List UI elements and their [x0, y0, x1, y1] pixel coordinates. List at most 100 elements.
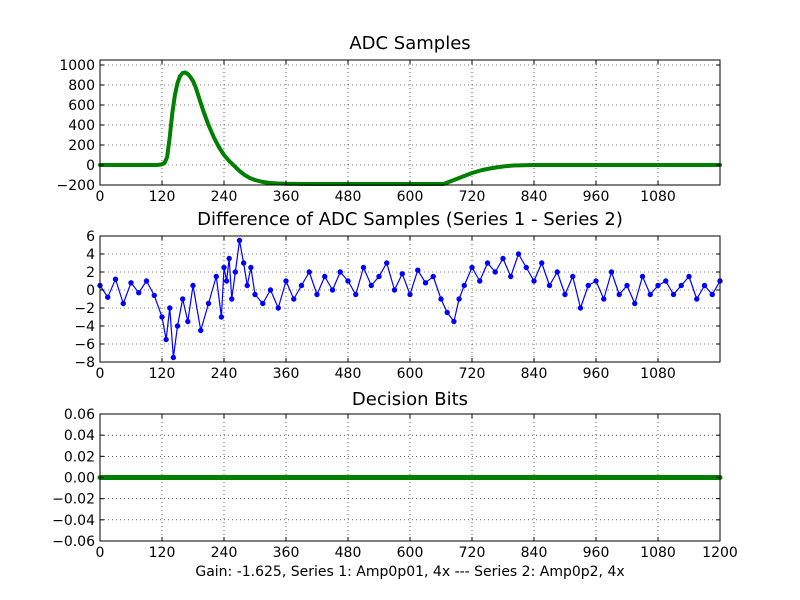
difference-data-point [451, 318, 457, 325]
difference-x-tick-label: 480 [335, 366, 362, 382]
difference-data-point [624, 282, 630, 289]
difference-data-point [384, 260, 390, 266]
difference-series-line [99, 239, 721, 359]
difference-data-point [174, 323, 181, 329]
decision-bits-x-tick-label: 1080 [640, 545, 676, 561]
difference-title: Difference of ADC Samples (Series 1 - Se… [197, 209, 623, 230]
difference-data-point [678, 282, 684, 289]
difference-data-point [391, 287, 398, 293]
difference-data-point [179, 296, 186, 302]
decision-bits-y-tick-label: 0.04 [64, 428, 95, 444]
difference-data-point [221, 264, 227, 271]
difference-data-point [616, 291, 622, 298]
difference-data-point [585, 282, 591, 289]
difference-data-point [345, 278, 351, 284]
difference-data-point [226, 255, 232, 262]
gain-caption: Gain: -1.625, Series 1: Amp0p01, 4x --- … [195, 564, 624, 580]
difference-data-point [105, 294, 111, 300]
difference-data-point [601, 296, 607, 302]
adc-samples-series-line [98, 70, 722, 186]
difference-data-point [639, 273, 646, 280]
difference-data-point [531, 278, 537, 284]
difference-data-point [198, 327, 204, 334]
difference-data-point [112, 276, 119, 282]
difference-data-point [252, 291, 258, 298]
difference-data-point [329, 287, 336, 293]
difference-data-point [298, 282, 305, 289]
difference-data-point [686, 273, 692, 280]
adc-samples-y-tick-label: −200 [57, 178, 95, 194]
difference-data-point [554, 269, 560, 275]
decision-bits-x-tick-label: 600 [397, 545, 424, 561]
decision-bits-y-tick-label: 0.00 [64, 471, 95, 487]
difference-data-point [236, 237, 243, 244]
adc-samples-y-tick-label: 800 [68, 78, 95, 94]
adc-samples-x-tick-label: 600 [397, 189, 424, 205]
difference-x-tick-label: 360 [273, 366, 300, 382]
adc-samples-x-tick-label: 720 [459, 189, 486, 205]
adc-samples-y-tick-label: 1000 [59, 58, 95, 74]
difference-data-point [213, 273, 219, 280]
decision-bits-y-tick-label: 0.02 [64, 449, 95, 465]
difference-data-point [128, 280, 134, 286]
difference-data-point [407, 291, 413, 298]
difference-data-point [267, 287, 274, 293]
difference-data-point [143, 278, 150, 284]
adc-samples-x-tick-label: 480 [335, 189, 362, 205]
decision-bits-x-tick-label: 360 [273, 545, 300, 561]
difference-data-point [647, 291, 653, 298]
difference-data-point [655, 282, 661, 289]
adc-samples-x-tick-label: 240 [211, 189, 238, 205]
decision-bits-y-tick-label: −0.02 [52, 492, 95, 508]
decision-bits-title: Decision Bits [352, 389, 468, 410]
difference-data-point [376, 273, 382, 280]
difference-data-point [185, 318, 191, 325]
difference-x-tick-label: 1080 [640, 366, 676, 382]
difference-data-point [229, 296, 235, 302]
adc-samples-y-tick-label: 0 [86, 158, 95, 174]
difference-data-point [159, 314, 165, 320]
difference-data-point [663, 278, 669, 284]
difference-data-point [461, 282, 467, 289]
difference-data-point [306, 269, 312, 275]
difference-data-point [322, 273, 328, 280]
adc-samples-x-tick-label: 0 [96, 189, 105, 205]
decision-bits-x-tick-label: 0 [96, 545, 105, 561]
difference-x-tick-label: 600 [397, 366, 424, 382]
difference-y-tick-label: 2 [86, 265, 95, 281]
difference-data-point [422, 280, 429, 286]
difference-axes-frame [99, 235, 721, 363]
difference-x-tick-label: 0 [96, 366, 105, 382]
adc-samples-x-tick-label: 960 [583, 189, 610, 205]
difference-data-point [508, 273, 514, 280]
difference-data-point [223, 278, 230, 284]
difference-y-tick-label: −6 [74, 337, 95, 353]
decision-bits-x-tick-label: 480 [335, 545, 362, 561]
adc-samples-x-tick-label: 840 [521, 189, 548, 205]
difference-x-tick-label: 120 [149, 366, 176, 382]
difference-data-point [190, 282, 196, 289]
difference-data-point [539, 260, 545, 266]
difference-data-point [477, 278, 483, 284]
decision-bits-panel: Decision Bits 0 120 240 360 480 600 720 840 960 1… [52, 389, 738, 561]
difference-data-point [593, 278, 599, 284]
difference-data-point [205, 300, 212, 307]
adc-samples-x-tick-label: 360 [273, 189, 300, 205]
difference-data-point [353, 291, 359, 298]
difference-data-point [275, 305, 281, 311]
difference-data-point [523, 264, 529, 271]
difference-data-point [314, 291, 320, 298]
decision-bits-y-tick-label: 0.06 [64, 407, 95, 423]
adc-samples-x-tick-label: 1080 [640, 189, 676, 205]
difference-x-tick-label: 720 [459, 366, 486, 382]
difference-data-point [430, 273, 436, 280]
difference-data-point [570, 273, 576, 280]
difference-data-point [469, 264, 475, 271]
difference-data-point [456, 296, 462, 302]
difference-data-point [368, 282, 374, 289]
difference-data-point [283, 278, 289, 284]
difference-data-point [492, 269, 498, 275]
difference-data-point [500, 255, 506, 262]
difference-data-point [218, 314, 225, 320]
